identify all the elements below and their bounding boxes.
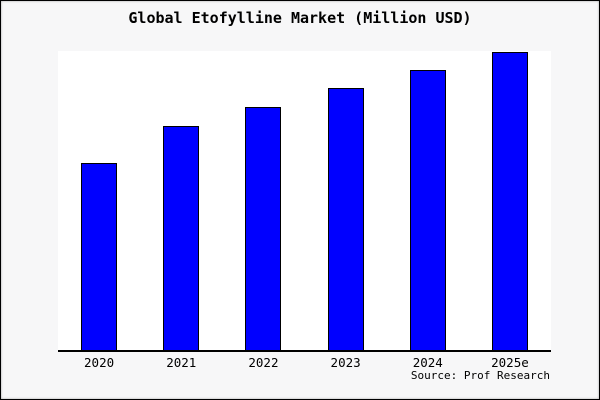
x-tick-label: 2020 xyxy=(84,355,115,370)
bar-slot xyxy=(58,51,140,350)
bar-2021 xyxy=(163,125,200,350)
bar-slot xyxy=(305,51,387,350)
bar-2025e xyxy=(491,52,528,350)
x-tick-label: 2023 xyxy=(330,355,361,370)
bar-2023 xyxy=(327,88,364,350)
bar-slot xyxy=(140,51,222,350)
bar-2024 xyxy=(409,69,446,350)
x-tick-label: 2024 xyxy=(412,355,443,370)
bar-2020 xyxy=(81,162,118,350)
source-caption: Source: Prof Research xyxy=(410,369,550,382)
bar-2022 xyxy=(245,107,282,350)
bar-slot xyxy=(222,51,304,350)
bar-slot xyxy=(469,51,551,350)
x-tick-label: 2021 xyxy=(166,355,197,370)
x-tick-label: 2025e xyxy=(491,355,529,370)
bar-slot xyxy=(387,51,469,350)
x-tick-label: 2022 xyxy=(248,355,279,370)
chart-title: Global Etofylline Market (Million USD) xyxy=(128,9,472,27)
bars-container xyxy=(58,51,551,350)
plot-area xyxy=(58,51,551,352)
x-axis-labels: 2020 2021 2022 2023 2024 2025e xyxy=(58,355,551,370)
